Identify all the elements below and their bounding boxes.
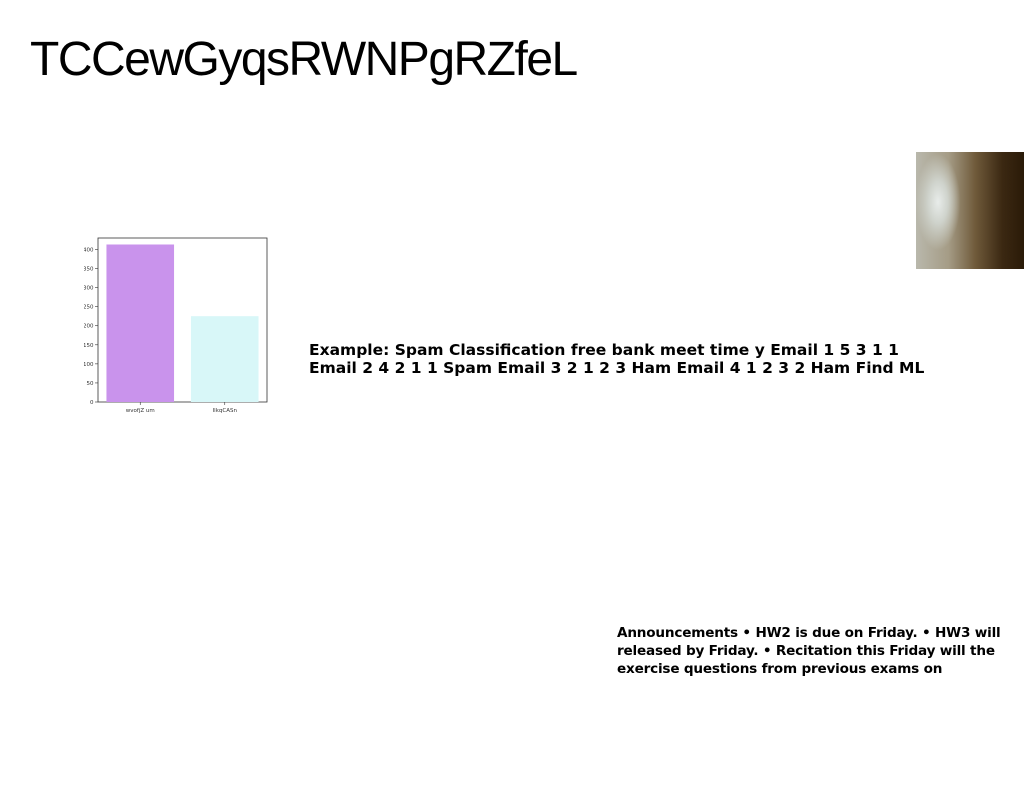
x-tick-label: wvofjZ um <box>126 408 155 414</box>
y-tick-label: 250 <box>84 305 94 311</box>
y-tick-label: 0 <box>90 400 94 406</box>
speaker-video-thumbnail <box>916 152 1024 269</box>
bar-0 <box>106 244 175 402</box>
y-tick-label: 350 <box>84 267 94 273</box>
y-tick-label: 400 <box>84 247 94 253</box>
y-tick-label: 50 <box>87 381 94 387</box>
announcements-text: Announcements • HW2 is due on Friday. • … <box>617 625 1001 677</box>
bar-1 <box>190 316 259 402</box>
y-tick-label: 100 <box>84 362 94 368</box>
x-tick-label: IlkqCASn <box>213 408 238 414</box>
bar-chart: 0 50 100 150 200 250 300 350 400 wvofjZ um IlkqCA… <box>84 232 274 416</box>
y-tick-label: 300 <box>84 286 94 292</box>
example-text: Example: Spam Classification free bank m… <box>309 341 925 377</box>
y-tick-label: 200 <box>84 324 94 330</box>
y-tick-label: 150 <box>84 343 94 349</box>
slide-title: TCCewGyqsRWNPgRZfeL <box>30 33 578 86</box>
